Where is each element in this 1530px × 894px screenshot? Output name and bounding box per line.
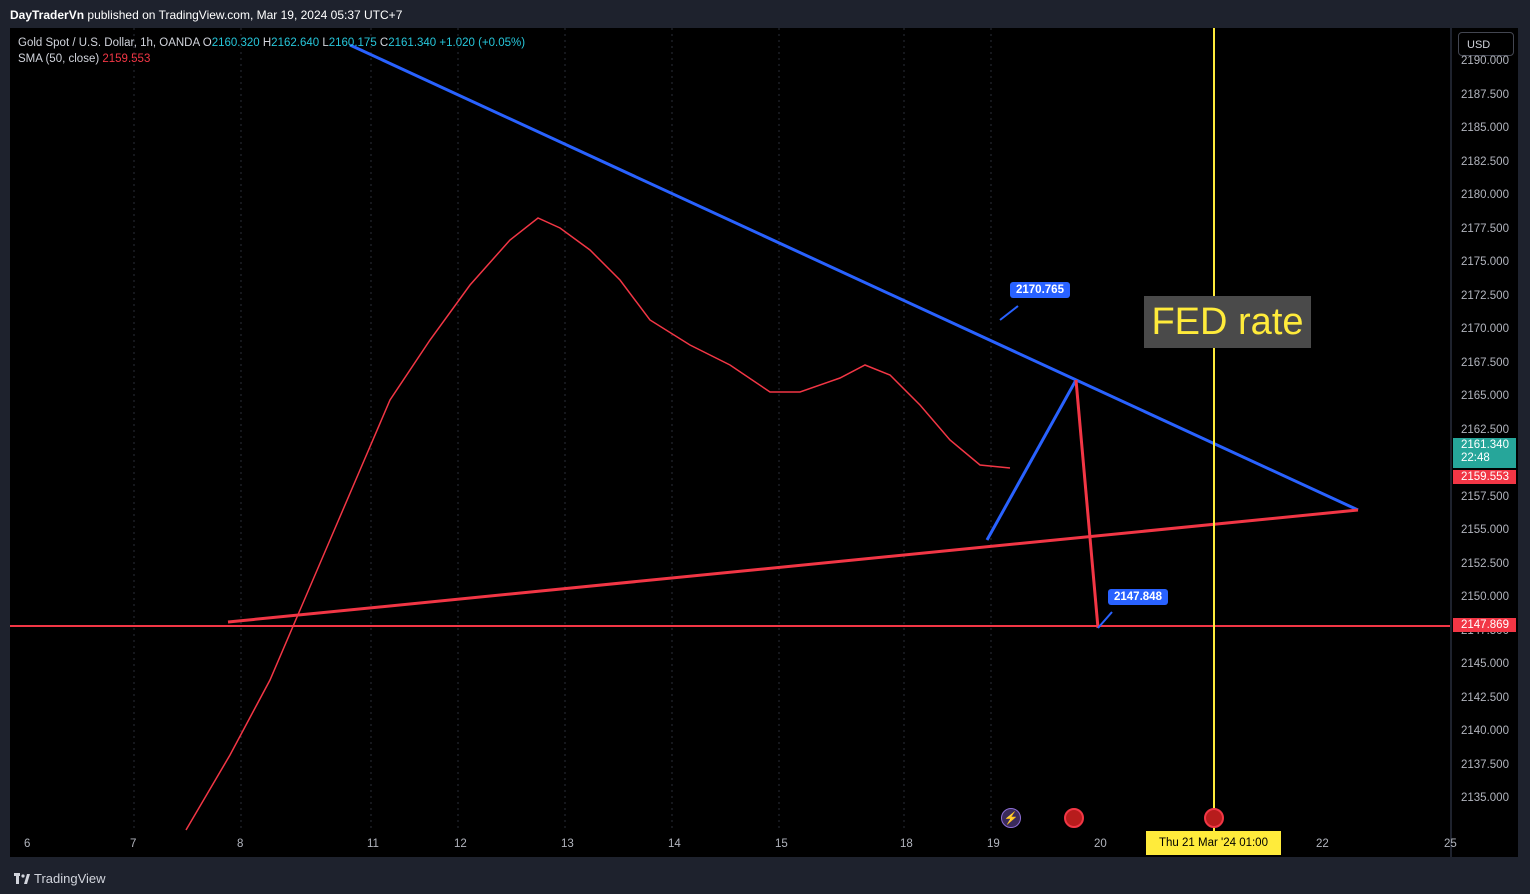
close-value: 2161.340 bbox=[388, 37, 437, 49]
y-tick-label: 2142.500 bbox=[1461, 691, 1509, 704]
axis-corner bbox=[1452, 831, 1518, 857]
y-tick-label: 2185.000 bbox=[1461, 122, 1509, 134]
y-tick-label: 2190.000 bbox=[1461, 55, 1509, 67]
open-label: O bbox=[202, 37, 212, 49]
y-tick-label: 2150.000 bbox=[1461, 591, 1509, 603]
low-value: 2160.175 bbox=[328, 37, 377, 49]
y-tick-label: 2175.000 bbox=[1461, 256, 1509, 268]
tradingview-logo[interactable]: TradingView bbox=[14, 871, 106, 886]
chart-pane[interactable] bbox=[10, 28, 1450, 831]
tradingview-icon bbox=[14, 872, 30, 884]
price-axis[interactable] bbox=[1452, 28, 1518, 831]
ascending-trendline bbox=[227, 508, 1359, 624]
symbol-label[interactable]: Gold Spot / U.S. Dollar, 1h, OANDA bbox=[18, 37, 200, 49]
y-tick-label: 2162.500 bbox=[1461, 423, 1509, 436]
sma-line bbox=[185, 217, 1011, 831]
y-tick-label: 2182.500 bbox=[1461, 155, 1509, 168]
y-tick-label: 2187.500 bbox=[1461, 88, 1509, 101]
high-value: 2162.640 bbox=[271, 37, 320, 49]
upper-label-connector bbox=[999, 305, 1019, 321]
y-tick-label: 2157.500 bbox=[1461, 490, 1509, 503]
legend-sma-row: SMA (50, close) 2159.553 bbox=[18, 51, 525, 67]
y-tick-label: 2180.000 bbox=[1461, 189, 1509, 201]
us-flag-event-icon[interactable] bbox=[1064, 808, 1084, 828]
last-price-tag: 2161.340 22:48 bbox=[1453, 438, 1516, 468]
y-tick-label: 2155.000 bbox=[1461, 524, 1509, 536]
y-tick-label: 2137.500 bbox=[1461, 758, 1509, 771]
sma-price-tag: 2159.553 bbox=[1453, 470, 1516, 484]
lower-target-label[interactable]: 2147.848 bbox=[1108, 589, 1168, 605]
projection-down bbox=[1074, 379, 1100, 629]
currency-button[interactable]: USD bbox=[1458, 32, 1514, 56]
publish-text: published on TradingView.com, Mar 19, 20… bbox=[87, 8, 403, 22]
x-tick-label: 19 bbox=[987, 838, 1000, 850]
projection-up bbox=[985, 379, 1078, 541]
sma-value: 2159.553 bbox=[102, 53, 151, 65]
publisher-name[interactable]: DayTraderVn bbox=[10, 8, 85, 22]
sma-label[interactable]: SMA (50, close) bbox=[18, 53, 100, 65]
countdown-value: 22:48 bbox=[1461, 452, 1490, 464]
x-tick-label: 14 bbox=[668, 838, 681, 850]
change-value: +1.020 (+0.05%) bbox=[439, 37, 526, 49]
y-tick-label: 2167.500 bbox=[1461, 356, 1509, 369]
x-tick-label: 6 bbox=[24, 838, 31, 850]
y-tick-label: 2170.000 bbox=[1461, 323, 1509, 335]
x-tick-label: 11 bbox=[367, 838, 379, 850]
hline-price-tag: 2147.869 bbox=[1453, 618, 1516, 632]
fed-rate-label[interactable]: FED rate bbox=[1144, 296, 1311, 348]
upper-target-label[interactable]: 2170.765 bbox=[1010, 282, 1070, 298]
x-tick-label: 13 bbox=[561, 838, 574, 850]
y-tick-label: 2172.500 bbox=[1461, 289, 1509, 302]
chart-canvas[interactable] bbox=[10, 28, 1450, 831]
x-tick-label: 22 bbox=[1316, 838, 1329, 850]
y-tick-label: 2135.000 bbox=[1461, 792, 1509, 804]
y-tick-label: 2140.000 bbox=[1461, 725, 1509, 737]
open-value: 2160.320 bbox=[211, 37, 260, 49]
x-tick-label: 25 bbox=[1444, 838, 1457, 850]
publish-info: DayTraderVn published on TradingView.com… bbox=[10, 8, 402, 22]
low-label: L bbox=[322, 37, 329, 49]
y-tick-label: 2177.500 bbox=[1461, 222, 1509, 235]
header-bar: DayTraderVn published on TradingView.com… bbox=[0, 0, 1530, 28]
close-label: C bbox=[379, 37, 389, 49]
y-tick-label: 2145.000 bbox=[1461, 658, 1509, 670]
x-tick-label: 15 bbox=[775, 838, 788, 850]
lower-label-connector bbox=[1097, 611, 1113, 629]
brand-text: TradingView bbox=[34, 871, 106, 886]
date-marker-label: Thu 21 Mar '24 01:00 bbox=[1146, 831, 1281, 855]
high-label: H bbox=[262, 37, 272, 49]
last-price-value: 2161.340 bbox=[1461, 439, 1509, 451]
x-tick-label: 12 bbox=[454, 838, 467, 850]
chart-legend: Gold Spot / U.S. Dollar, 1h, OANDA O2160… bbox=[18, 35, 525, 67]
y-tick-label: 2165.000 bbox=[1461, 390, 1509, 402]
x-tick-label: 8 bbox=[237, 838, 244, 850]
x-tick-label: 20 bbox=[1094, 838, 1107, 850]
us-flag-event-icon-fed[interactable] bbox=[1204, 808, 1224, 828]
legend-main-row: Gold Spot / U.S. Dollar, 1h, OANDA O2160… bbox=[18, 35, 525, 51]
descending-trendline bbox=[349, 43, 1359, 512]
flash-event-icon[interactable]: ⚡ bbox=[1001, 808, 1021, 828]
footer-bar: TradingView bbox=[0, 862, 1530, 894]
x-tick-label: 18 bbox=[900, 838, 913, 850]
x-tick-label: 7 bbox=[130, 838, 137, 850]
y-tick-label: 2152.500 bbox=[1461, 557, 1509, 570]
